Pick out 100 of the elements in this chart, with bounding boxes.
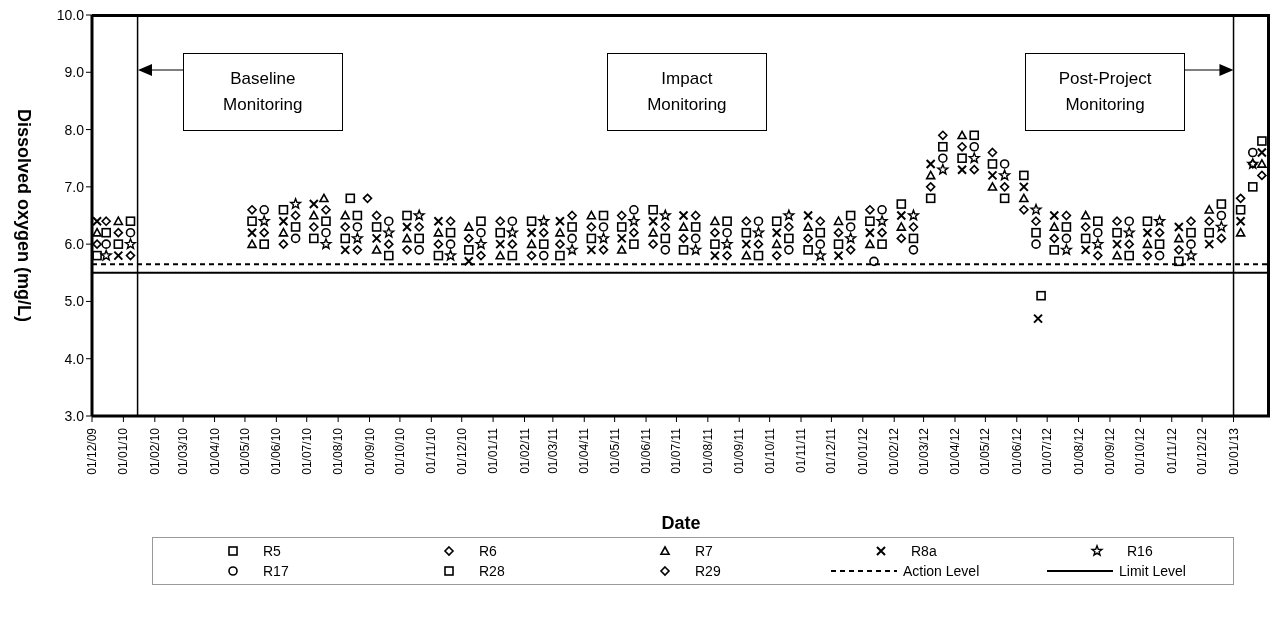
- point: [783, 209, 795, 221]
- point: [1235, 193, 1246, 204]
- point: [865, 239, 875, 249]
- point: [616, 210, 627, 221]
- point: [1112, 239, 1123, 250]
- point: [290, 222, 301, 232]
- point: [660, 245, 671, 255]
- x-tick-label: 01/04/10: [207, 427, 222, 475]
- point: [1061, 233, 1072, 244]
- x-tick-label: 01/07/12: [1040, 427, 1055, 475]
- point: [1204, 239, 1215, 250]
- x-tick-label: 01/02/11: [517, 427, 532, 474]
- point: [463, 256, 474, 267]
- point: [1153, 215, 1166, 227]
- point: [865, 204, 875, 215]
- point: [784, 222, 794, 232]
- point: [1060, 243, 1073, 255]
- point: [352, 245, 363, 255]
- point: [833, 216, 844, 226]
- point: [659, 209, 671, 221]
- y-axis-title: Dissolved oxygen (mg/L): [14, 108, 34, 323]
- point: [445, 239, 456, 249]
- x-tick-label: 01/08/11: [700, 427, 715, 474]
- point: [1093, 216, 1103, 227]
- point: [289, 198, 302, 209]
- x-tick-label: 01/06/10: [269, 427, 284, 475]
- point: [648, 227, 658, 237]
- point: [690, 222, 701, 232]
- point: [567, 210, 577, 221]
- point: [1112, 216, 1122, 227]
- point: [259, 239, 269, 249]
- y-tick-label: 6.0: [64, 236, 85, 253]
- point: [865, 216, 875, 227]
- point: [1030, 203, 1042, 215]
- point: [648, 216, 659, 227]
- legend-label: Limit Level: [1119, 563, 1186, 579]
- x-tick-label: 01/03/10: [176, 427, 191, 475]
- point: [1031, 239, 1041, 249]
- point: [741, 227, 752, 238]
- point: [937, 163, 949, 175]
- point: [538, 250, 549, 261]
- point: [1142, 227, 1153, 238]
- x-tick-label: 01/07/11: [669, 427, 684, 474]
- point: [1235, 216, 1246, 227]
- point: [538, 239, 549, 249]
- point: [1216, 233, 1227, 244]
- point: [1093, 227, 1103, 238]
- point: [125, 227, 136, 238]
- point: [784, 233, 794, 244]
- point: [969, 164, 980, 175]
- point: [383, 250, 394, 261]
- point: [877, 227, 887, 238]
- point: [1216, 199, 1227, 209]
- point: [383, 216, 394, 227]
- point: [555, 239, 565, 249]
- x-tick-label: 01/12/12: [1195, 427, 1210, 475]
- point: [247, 216, 257, 227]
- point: [92, 239, 102, 249]
- point: [445, 216, 456, 227]
- point: [402, 245, 412, 255]
- point: [678, 233, 689, 244]
- point: [113, 239, 124, 249]
- point: [1142, 239, 1153, 249]
- point: [833, 250, 844, 261]
- point: [999, 182, 1010, 192]
- point: [741, 216, 752, 227]
- point: [1154, 250, 1165, 261]
- point: [1185, 249, 1197, 261]
- x-tick-label: 01/11/10: [424, 427, 439, 474]
- point: [925, 182, 936, 192]
- x-axis-title: Date: [661, 513, 701, 533]
- point: [309, 210, 319, 220]
- point: [845, 232, 857, 244]
- point: [1235, 227, 1246, 237]
- x-tick-label: 01/06/11: [639, 427, 654, 474]
- point: [309, 233, 319, 244]
- point: [722, 250, 732, 261]
- point: [877, 204, 887, 215]
- point: [319, 193, 329, 203]
- point: [526, 227, 537, 238]
- point: [722, 227, 732, 238]
- point: [1049, 210, 1060, 221]
- legend-label: Action Level: [903, 563, 980, 579]
- point: [1061, 210, 1072, 221]
- point: [629, 239, 639, 249]
- point: [1080, 222, 1091, 232]
- point: [92, 250, 102, 261]
- point: [1154, 227, 1165, 238]
- legend-label: R6: [479, 543, 497, 559]
- point: [815, 216, 826, 227]
- point: [969, 141, 980, 152]
- point: [957, 164, 968, 175]
- point: [507, 239, 518, 249]
- point: [876, 215, 888, 227]
- point: [803, 233, 813, 244]
- point: [616, 233, 627, 244]
- point: [1186, 227, 1196, 238]
- point: [925, 193, 936, 204]
- x-tick-label: 01/06/12: [1009, 427, 1024, 475]
- point: [113, 250, 124, 261]
